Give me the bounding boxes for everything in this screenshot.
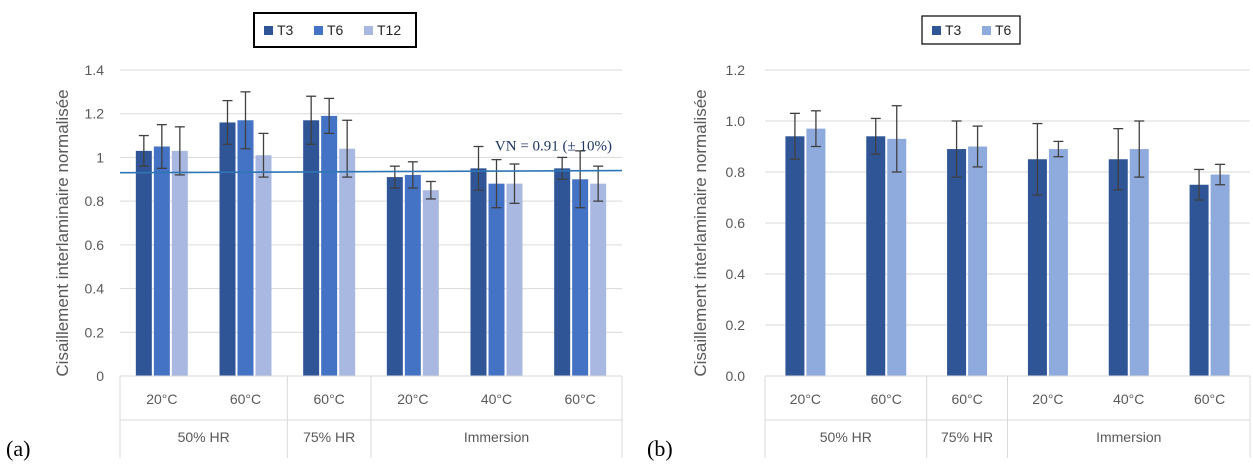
bar-t6 — [237, 120, 254, 377]
reference-line-label: VN = 0.91 (± 10%) — [495, 139, 612, 155]
bar-t6 — [153, 146, 170, 376]
x-tick-label: 20°C — [146, 391, 177, 407]
bar-t3 — [386, 177, 403, 376]
bar-t3 — [470, 168, 487, 376]
legend-box — [253, 12, 417, 48]
legend-label: T12 — [377, 22, 401, 38]
bar-t6 — [968, 146, 988, 376]
legend-swatch-t12 — [364, 26, 373, 35]
bar-t6 — [488, 183, 505, 376]
panel-label-b: (b) — [647, 436, 673, 461]
y-tick-label: 0.4 — [726, 266, 746, 282]
bar-t12 — [590, 183, 607, 376]
legend-swatch-t3 — [264, 26, 273, 35]
bar-t12 — [422, 190, 439, 376]
y-tick-label: 1.2 — [726, 62, 746, 78]
bar-t3 — [303, 120, 320, 377]
bar-t12 — [506, 183, 523, 376]
y-tick-label: 1.4 — [85, 62, 105, 78]
y-axis-title: Cisaillement interlaminaire normalisée — [53, 89, 72, 376]
group-label: Immersion — [1096, 429, 1161, 445]
group-label: 75% HR — [303, 429, 355, 445]
bar-t6 — [1048, 149, 1068, 376]
chart-panel-a: 0 0.2 0.4 0.6 0.8 1 1.2 1.4 Cisaillement interla… — [53, 12, 623, 458]
bar-t3 — [866, 136, 886, 376]
bar-t6 — [806, 128, 826, 376]
y-tick-label: 0.6 — [85, 237, 105, 253]
bar-t3 — [219, 122, 236, 376]
legend-swatch-t6 — [982, 26, 991, 35]
y-tick-label: 0 — [96, 368, 104, 384]
y-tick-label: 1.2 — [85, 106, 105, 122]
y-axis-title: Cisaillement interlaminaire normalisée — [691, 89, 710, 376]
y-tick-label: 0.6 — [726, 215, 746, 231]
legend-swatch-t3 — [932, 26, 941, 35]
y-tick-label: 0.2 — [726, 317, 746, 333]
legend-label: T3 — [945, 22, 962, 38]
bar-t3 — [785, 136, 805, 376]
x-tick-label: 60°C — [951, 391, 982, 407]
bar-t12 — [171, 150, 188, 376]
bar-t3 — [554, 168, 571, 376]
bar-t6 — [1129, 149, 1149, 376]
x-tick-label: 40°C — [1113, 391, 1144, 407]
y-tick-label: 0.8 — [85, 193, 105, 209]
legend-label: T6 — [995, 22, 1012, 38]
group-label: 50% HR — [820, 429, 872, 445]
group-label: 50% HR — [178, 429, 230, 445]
y-tick-label: 0.8 — [726, 164, 746, 180]
x-tick-label: 60°C — [1194, 391, 1225, 407]
legend-swatch-t6 — [314, 26, 323, 35]
bar-t6 — [572, 179, 589, 376]
bar-t12 — [339, 148, 356, 376]
bar-t6 — [404, 174, 421, 376]
x-tick-label: 60°C — [871, 391, 902, 407]
y-tick-label: 0.0 — [726, 368, 746, 384]
bar-t12 — [255, 155, 272, 376]
bar-t3 — [1108, 159, 1128, 376]
x-tick-label: 60°C — [314, 391, 345, 407]
group-label: Immersion — [464, 429, 529, 445]
bar-t6 — [887, 138, 907, 376]
reference-line — [119, 169, 623, 174]
bar-t6 — [1210, 174, 1230, 376]
bar-t3 — [1189, 184, 1209, 376]
legend-label: T6 — [327, 22, 344, 38]
x-tick-label: 20°C — [1032, 391, 1063, 407]
y-tick-label: 0.4 — [85, 281, 105, 297]
x-tick-label: 60°C — [230, 391, 261, 407]
x-tick-label: 20°C — [397, 391, 428, 407]
x-tick-label: 20°C — [790, 391, 821, 407]
x-tick-label: 40°C — [481, 391, 512, 407]
y-tick-label: 1.0 — [726, 113, 746, 129]
legend-label: T3 — [277, 22, 294, 38]
y-tick-label: 1 — [96, 149, 104, 165]
chart-panel-b: 0.0 0.2 0.4 0.6 0.8 1.0 1.2 Cisaillement interl… — [691, 15, 1251, 458]
panel-label-a: (a) — [6, 436, 30, 461]
bar-t6 — [321, 115, 338, 377]
bar-t3 — [135, 150, 152, 376]
bar-t3 — [947, 149, 967, 376]
x-tick-label: 60°C — [565, 391, 596, 407]
y-tick-label: 0.2 — [85, 324, 105, 340]
group-label: 75% HR — [941, 429, 993, 445]
bar-t3 — [1027, 159, 1047, 376]
